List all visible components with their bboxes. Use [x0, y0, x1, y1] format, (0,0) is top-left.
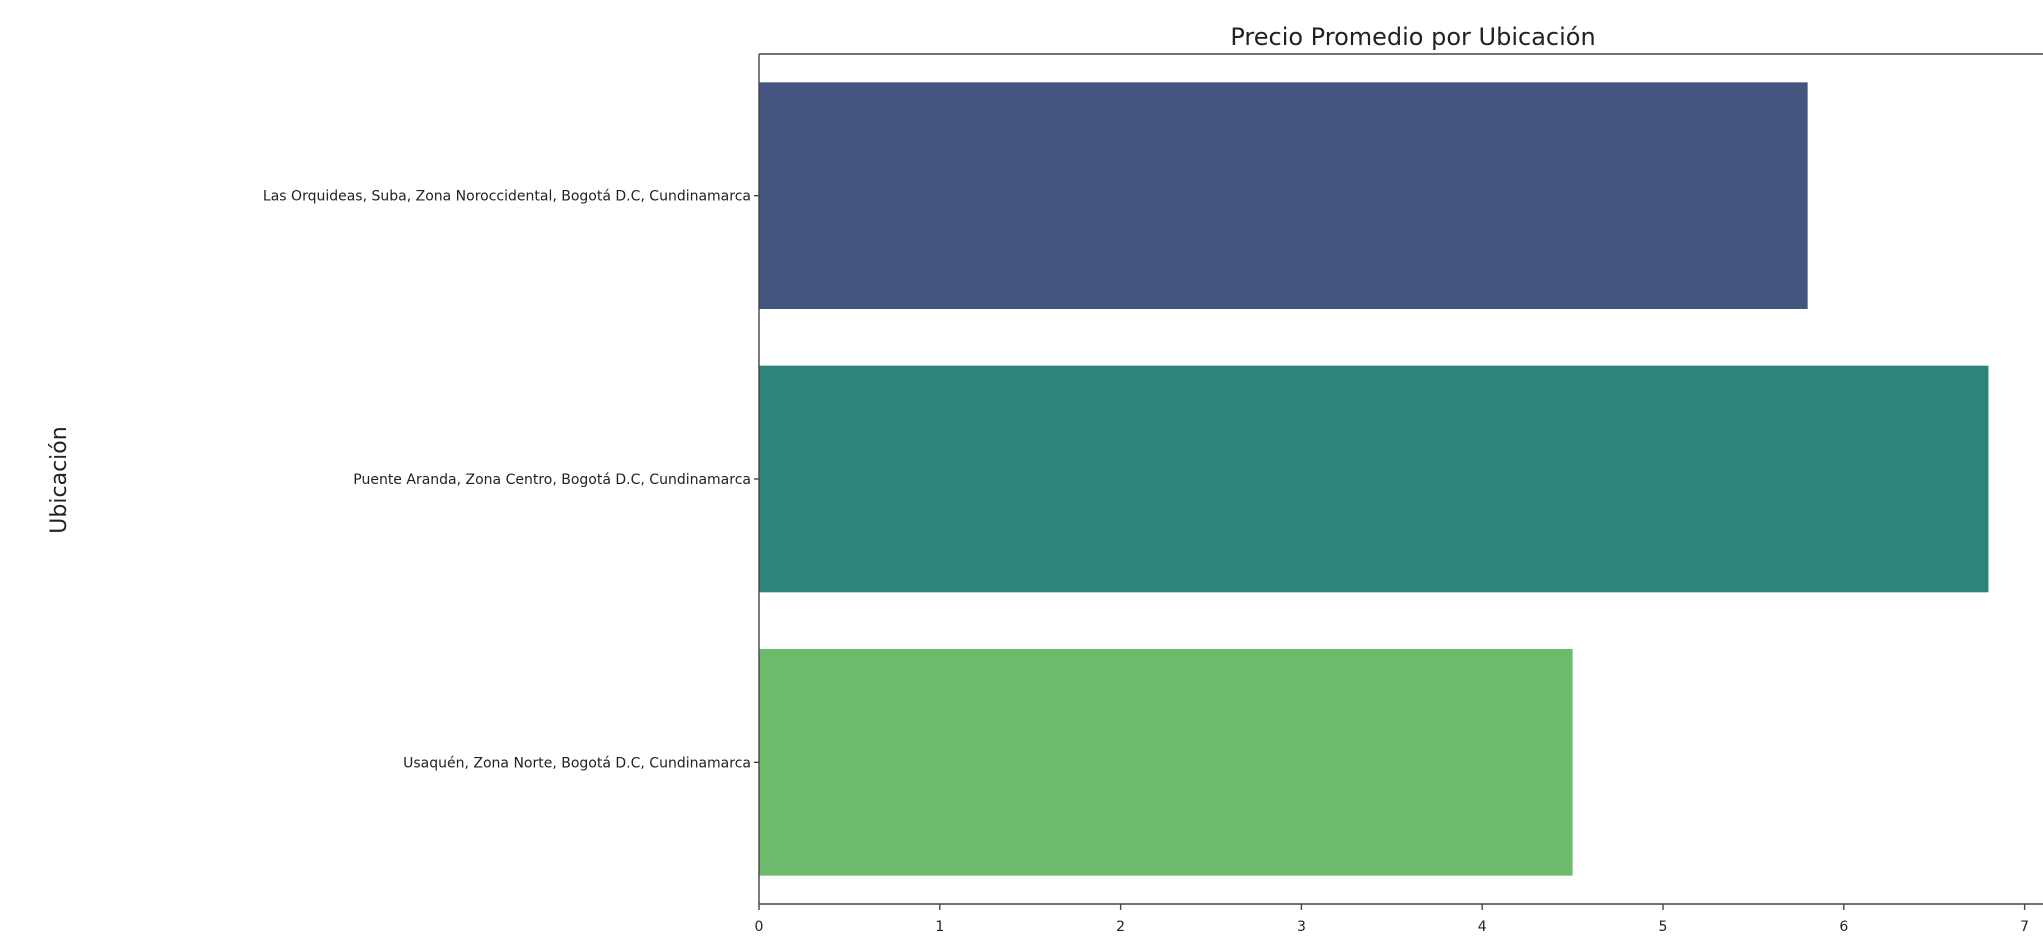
x-tick-label: 6 [1839, 919, 1848, 935]
x-tick-label: 7 [2020, 919, 2029, 935]
x-tick-label: 1 [935, 919, 944, 935]
y-axis-label: Ubicación [47, 426, 72, 533]
bar-3 [759, 649, 1573, 876]
y-tick-label: Usaquén, Zona Norte, Bogotá D.C, Cundina… [403, 755, 751, 771]
bar-2 [759, 365, 1989, 593]
x-tick-label: 0 [755, 919, 764, 935]
y-tick-label: Las Orquideas, Suba, Zona Noroccidental,… [263, 189, 751, 205]
y-tick-label: Puente Aranda, Zona Centro, Bogotá D.C, … [353, 472, 751, 488]
x-tick-label: 4 [1478, 919, 1487, 935]
x-tick-label: 3 [1297, 919, 1306, 935]
chart-title: Precio Promedio por Ubicación [1230, 23, 1595, 51]
bar-1 [759, 82, 1808, 309]
x-tick-label: 2 [1116, 919, 1125, 935]
y-ticks-group: Las Orquideas, Suba, Zona Noroccidental,… [263, 189, 759, 771]
bars-group [759, 82, 1989, 876]
x-tick-label: 5 [1659, 919, 1668, 935]
x-ticks-group: 0 1 2 3 4 5 6 7 [755, 904, 2029, 935]
